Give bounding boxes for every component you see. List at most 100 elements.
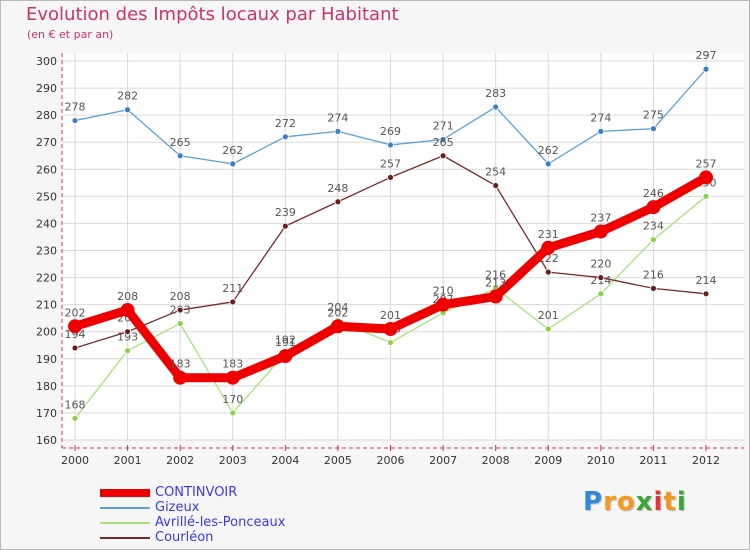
data-label: 201 (538, 309, 559, 322)
data-point (650, 125, 657, 133)
data-label: 275 (643, 109, 664, 122)
x-tick-label: 2002 (166, 454, 194, 467)
data-point (544, 268, 552, 276)
data-label: 202 (327, 306, 348, 319)
logo-letter: i (676, 487, 687, 517)
legend-label: CONTINVOIR (155, 485, 238, 500)
y-tick-label: 250 (36, 190, 57, 203)
y-tick-label: 240 (36, 217, 57, 230)
data-label: 265 (433, 136, 454, 149)
y-tick-label: 190 (36, 353, 57, 366)
legend-swatch (100, 537, 150, 539)
logo-letter: P (583, 487, 604, 517)
logo-letter: t (663, 487, 677, 517)
data-label: 208 (117, 290, 138, 303)
data-label: 216 (485, 268, 506, 281)
x-tick-label: 2006 (377, 454, 405, 467)
data-point (597, 290, 605, 298)
data-label: 274 (327, 111, 348, 124)
data-point (541, 240, 556, 255)
x-tick-label: 2007 (429, 454, 457, 467)
y-tick-label: 160 (36, 434, 57, 447)
data-label: 237 (590, 212, 611, 225)
x-tick-label: 2012 (692, 454, 720, 467)
data-point (173, 370, 188, 385)
data-label: 239 (275, 206, 296, 219)
logo-letter: x (635, 487, 654, 517)
x-tick-label: 2010 (587, 454, 615, 467)
data-label: 297 (696, 49, 717, 62)
data-point (281, 222, 289, 230)
logo-letter: i (653, 487, 664, 517)
data-label: 213 (485, 277, 506, 290)
data-label: 210 (433, 285, 454, 298)
legend-label: Courléon (155, 530, 214, 545)
data-label: 272 (275, 117, 296, 130)
y-tick-label: 180 (36, 380, 57, 393)
data-point (436, 297, 451, 312)
data-label: 214 (696, 274, 717, 287)
data-point (71, 344, 79, 352)
data-label: 254 (485, 166, 506, 179)
data-point (330, 319, 345, 334)
chart-subtitle: (en € et par an) (27, 28, 114, 41)
data-point (71, 414, 79, 422)
data-label: 262 (222, 144, 243, 157)
y-tick-label: 210 (36, 299, 57, 312)
data-point (124, 347, 131, 355)
data-point (229, 409, 237, 417)
y-tick-label: 290 (36, 82, 57, 95)
data-label: 274 (590, 111, 611, 124)
data-point (229, 298, 237, 306)
y-tick-label: 260 (36, 163, 57, 176)
data-label: 271 (433, 120, 454, 133)
data-point (124, 106, 131, 114)
x-tick-label: 2008 (482, 454, 510, 467)
data-point (387, 339, 394, 346)
data-label: 262 (538, 144, 559, 157)
data-label: 234 (643, 220, 664, 233)
data-label: 231 (538, 228, 559, 241)
data-label: 194 (65, 328, 86, 341)
data-point (383, 322, 398, 337)
data-point (176, 320, 184, 327)
proxiti-logo: Proxiti (583, 487, 687, 517)
data-label: 283 (485, 87, 506, 100)
data-point (120, 303, 135, 318)
data-label: 183 (222, 358, 243, 371)
data-label: 208 (170, 290, 191, 303)
data-point (702, 290, 710, 298)
data-point (702, 65, 710, 73)
chart-title: Evolution des Impôts locaux par Habitant (26, 4, 399, 25)
data-point (597, 127, 605, 135)
x-tick-label: 2005 (324, 454, 352, 467)
legend-label: Gizeux (155, 500, 200, 515)
data-point (281, 133, 289, 141)
data-point (68, 319, 82, 334)
data-point (176, 152, 184, 160)
y-tick-label: 200 (36, 326, 57, 339)
data-point (124, 328, 131, 336)
data-label: 248 (327, 182, 348, 195)
data-point (439, 136, 447, 143)
data-point (439, 152, 447, 160)
logo-letter: r (603, 487, 617, 517)
y-tick-label: 300 (36, 55, 57, 68)
x-tick-label: 2004 (271, 454, 299, 467)
y-tick-label: 230 (36, 245, 57, 258)
x-tick-label: 2003 (219, 454, 247, 467)
data-point (702, 192, 710, 200)
x-tick-label: 2009 (534, 454, 562, 467)
data-label: 216 (643, 268, 664, 281)
y-tick-label: 220 (36, 272, 57, 285)
data-point (597, 274, 605, 281)
data-label: 265 (170, 136, 191, 149)
legend-swatch (100, 489, 150, 497)
plot-area (62, 53, 744, 440)
series-continvoir: 202 208 183 183 191 202 201 210 213 231 237 246 257 (65, 157, 717, 385)
data-point (544, 325, 552, 333)
data-point (334, 198, 342, 206)
y-tick-label: 270 (36, 136, 57, 149)
